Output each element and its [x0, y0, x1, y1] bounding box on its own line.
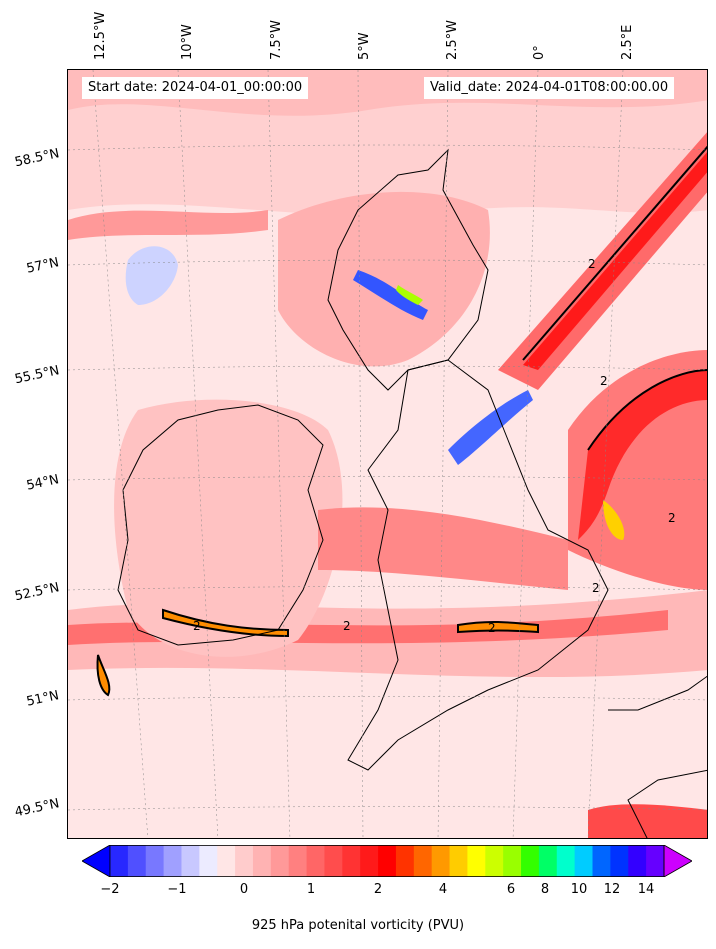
pv-ne-band-core	[523, 152, 707, 370]
colorbar-tick-label: 12	[603, 882, 621, 897]
colorbar-segment	[395, 845, 415, 877]
lat-label: 57°N	[25, 255, 61, 277]
contour-label: 2	[588, 257, 596, 271]
pv-negative-blob	[125, 246, 178, 305]
colorbar-segment	[127, 845, 147, 877]
pv-blue-streak-scotland	[353, 270, 428, 320]
pv-south-east-zone	[588, 804, 707, 838]
pv-scotland-zone	[278, 191, 490, 367]
colorbar-segment	[503, 845, 522, 877]
colorbar-outline	[109, 845, 665, 877]
colorbar-tick-label: 10	[570, 882, 588, 897]
pv-contour-ring	[587, 369, 707, 451]
colorbar-tick-label: 8	[540, 882, 550, 897]
pv-ireland-zone	[114, 399, 343, 657]
valid-date-label: Valid_date: 2024-04-01T08:00:00.00	[424, 77, 675, 99]
contour-label: 2	[592, 581, 600, 595]
start-date-label: Start date: 2024-04-01_00:00:00	[82, 77, 309, 99]
colorbar-segment	[360, 845, 379, 877]
colorbar-segment	[538, 845, 558, 877]
colorbar-segment	[252, 845, 272, 877]
colorbar-segment	[145, 845, 165, 877]
lat-label: 49.5°N	[13, 796, 61, 821]
pv-orange-band-3	[96, 654, 111, 697]
pv-north-sea-zone	[568, 350, 707, 590]
colorbar-segment	[306, 845, 325, 877]
lon-label: 7.5°W	[269, 19, 284, 60]
colorbar-segment	[235, 845, 254, 877]
pv-north-sea-ring	[578, 370, 707, 540]
colorbar-segment	[217, 845, 236, 877]
colorbar-segment	[324, 845, 343, 877]
france-coastline	[627, 769, 707, 838]
colorbar-segment	[449, 845, 468, 877]
colorbar-segment	[556, 845, 576, 877]
pv-orange-band-1	[162, 608, 289, 638]
colorbar-tick-label: 0	[239, 882, 249, 897]
colorbar-segment	[431, 845, 451, 877]
colorbar-segment	[181, 845, 200, 877]
colorbar-segment	[592, 845, 611, 877]
lat-label: 52.5°N	[13, 580, 61, 605]
colorbar-label: 925 hPa potenital vorticity (PVU)	[251, 918, 465, 933]
pv-central-band	[318, 507, 568, 590]
colorbar	[82, 845, 692, 877]
colorbar-segment	[413, 845, 433, 877]
colorbar-segment	[288, 845, 308, 877]
pv-yellow-core	[603, 500, 625, 540]
pv-contour-ne	[522, 145, 707, 361]
contour-label: 2	[343, 619, 351, 633]
lon-label: 2.5°W	[445, 19, 460, 60]
colorbar-segment	[646, 845, 665, 877]
continent-coastline	[608, 675, 707, 711]
contour-label: 2	[600, 374, 608, 388]
lon-label: 10°W	[180, 24, 195, 60]
colorbar-extend-low	[82, 845, 111, 877]
map-panel: 2 2 2 2 2 2 2	[67, 69, 708, 839]
colorbar-segment	[342, 845, 361, 877]
lat-label: 58.5°N	[13, 146, 61, 171]
colorbar-tick-label: −1	[167, 882, 187, 897]
colorbar-segment	[163, 845, 182, 877]
pv-blue-streak	[448, 390, 533, 465]
lat-label: 51°N	[25, 688, 61, 710]
colorbar-segment	[110, 845, 129, 877]
colorbar-tick-label: 2	[373, 882, 383, 897]
colorbar-segment	[467, 845, 486, 877]
lat-label: 54°N	[25, 472, 61, 494]
colorbar-tick-label: 4	[438, 882, 448, 897]
colorbar-tick-label: 1	[306, 882, 316, 897]
england-coastline	[347, 359, 609, 771]
contour-label: 2	[668, 511, 676, 525]
lat-label: 55.5°N	[13, 363, 61, 388]
pv-green-spot	[396, 285, 423, 305]
lon-label: 5°W	[357, 32, 372, 60]
colorbar-segment	[610, 845, 629, 877]
colorbar-segment	[574, 845, 594, 877]
colorbar-tick-label: 6	[506, 882, 516, 897]
colorbar-segment	[378, 845, 397, 877]
ireland-coastline	[117, 404, 324, 646]
pv-orange-band-2	[457, 620, 539, 634]
lon-label: 0°	[532, 45, 547, 60]
colorbar-segment	[199, 845, 218, 877]
pv-field-map: 2 2 2 2 2 2 2	[68, 70, 707, 838]
contour-label: 2	[488, 621, 496, 635]
colorbar-segment	[485, 845, 504, 877]
colorbar-segment	[521, 845, 540, 877]
lon-label: 12.5°W	[93, 11, 108, 60]
lon-label: 2.5°E	[620, 24, 635, 60]
contour-label: 2	[193, 619, 201, 633]
colorbar-extend-high	[663, 845, 692, 877]
pv-streak-1	[68, 210, 268, 240]
colorbar-tick-label: 14	[637, 882, 655, 897]
colorbar-tick-label: −2	[100, 882, 120, 897]
colorbar-segment	[270, 845, 290, 877]
graticule	[68, 70, 707, 838]
colorbar-segment	[628, 845, 647, 877]
pv-ne-band	[498, 132, 707, 390]
